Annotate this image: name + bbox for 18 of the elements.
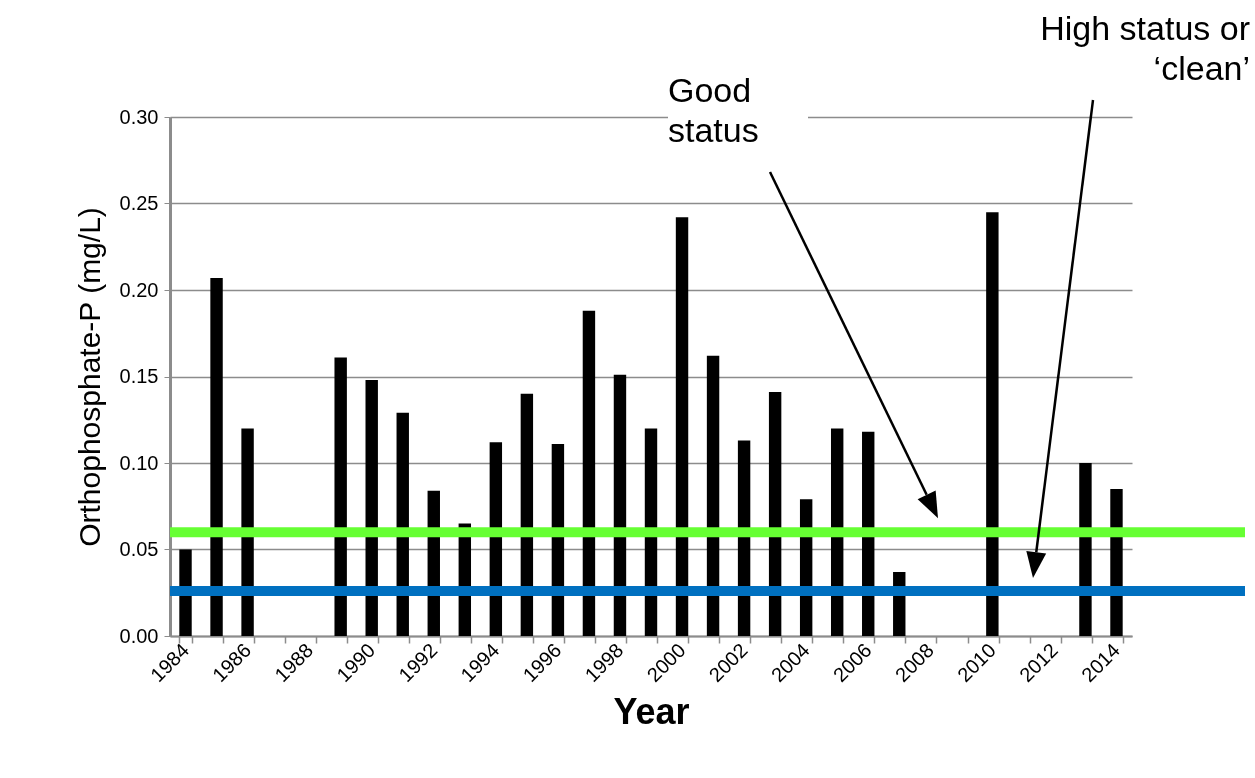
y-tick-label: 0.15 xyxy=(119,365,159,387)
y-tick-label: 0.05 xyxy=(119,538,159,560)
text: High status or ‘clean’ xyxy=(950,8,1250,88)
bar xyxy=(241,428,254,636)
y-tick-label: 0.00 xyxy=(119,624,159,647)
annotation: Good status xyxy=(668,70,808,150)
bar xyxy=(334,357,347,636)
bar xyxy=(582,310,596,636)
y-tick-label: 0.30 xyxy=(119,105,159,128)
x-axis-title: Year xyxy=(613,691,690,733)
bar xyxy=(706,355,720,636)
bar xyxy=(986,212,999,636)
bar xyxy=(210,277,223,636)
y-tick-label: 0.25 xyxy=(119,192,159,214)
y-tick-label: 0.20 xyxy=(119,278,159,301)
bar xyxy=(675,217,689,636)
y-tick-label: 0.10 xyxy=(119,451,159,474)
y-axis-title: Orthophosphate-P (mg/L) xyxy=(72,207,106,547)
